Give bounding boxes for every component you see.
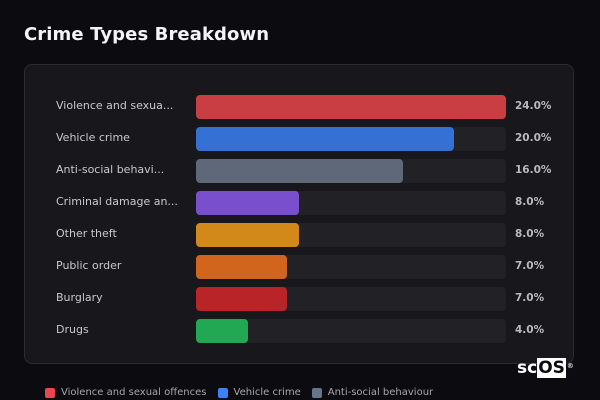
bar-fill [196,255,287,279]
chart-card: Violence and sexua... 24.0% Vehicle crim… [24,64,574,364]
scos-logo: sc OS ® [517,358,574,378]
bar-label: Vehicle crime [56,131,130,144]
bar-fill [196,287,287,311]
bar-label: Public order [56,259,122,272]
bar-fill [196,319,248,343]
legend-item[interactable]: Violence and sexual offences [45,387,207,398]
bar-value: 16.0% [515,164,552,176]
chart-legend: Violence and sexual offences Vehicle cri… [45,387,444,398]
bar-track [196,95,506,119]
bar-row: Criminal damage an... 8.0% [25,191,573,215]
bar-row: Drugs 4.0% [25,319,573,343]
legend-item[interactable]: Anti-social behaviour [311,387,434,398]
bar-fill [196,223,300,247]
bar-label: Anti-social behavi... [56,163,165,176]
bar-row: Anti-social behavi... 16.0% [25,159,573,183]
bar-fill [196,95,506,119]
bar-label: Drugs [56,323,89,336]
bar-value: 7.0% [515,260,545,272]
legend-label: Anti-social behaviour [327,387,434,398]
bar-label: Burglary [56,291,103,304]
logo-text-left: sc [517,358,538,378]
bar-row: Vehicle crime 20.0% [25,127,573,151]
bar-value: 20.0% [515,132,552,144]
bar-track [196,319,506,343]
bar-track [196,223,506,247]
bar-value: 8.0% [515,196,545,208]
legend-swatch [311,387,322,398]
bar-value: 24.0% [515,100,552,112]
bar-track [196,287,506,311]
logo-text-right: OS [537,358,566,378]
legend-swatch [217,387,228,398]
legend-label: Vehicle crime [233,387,301,398]
bar-fill [196,127,455,151]
legend-item[interactable]: Vehicle crime [217,387,301,398]
bar-track [196,159,506,183]
legend-label: Violence and sexual offences [61,387,207,398]
bar-track [196,255,506,279]
bar-row: Burglary 7.0% [25,287,573,311]
bar-row: Violence and sexua... 24.0% [25,95,573,119]
bar-fill [196,191,300,215]
bar-label: Violence and sexua... [56,99,174,112]
bar-label: Other theft [56,227,117,240]
bar-label: Criminal damage an... [56,195,178,208]
bar-value: 7.0% [515,292,545,304]
bar-row: Other theft 8.0% [25,223,573,247]
legend-swatch [45,387,55,398]
chart-title: Crime Types Breakdown [24,24,270,45]
bar-fill [196,159,403,183]
bar-value: 4.0% [515,324,545,336]
registered-mark-icon: ® [566,362,574,370]
bar-track [196,127,506,151]
bar-track [196,191,506,215]
bar-value: 8.0% [515,228,545,240]
bar-row: Public order 7.0% [25,255,573,279]
